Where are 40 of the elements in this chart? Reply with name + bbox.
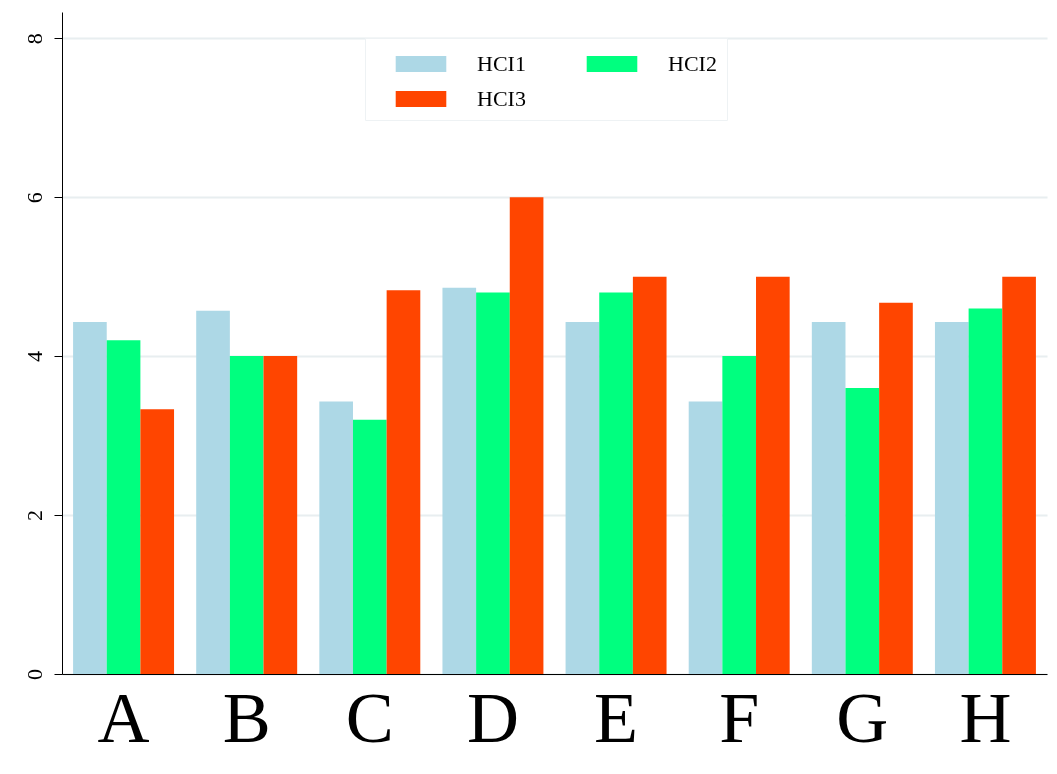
bar xyxy=(565,321,600,674)
y-tick-label: 0 xyxy=(21,669,47,680)
x-tick-label: C xyxy=(345,677,394,758)
legend-label: HCI1 xyxy=(477,51,526,76)
bar xyxy=(73,321,107,674)
bar xyxy=(386,290,421,674)
bar xyxy=(140,409,175,674)
bar xyxy=(632,276,667,674)
bar xyxy=(722,356,757,674)
bar xyxy=(811,321,846,674)
bar xyxy=(106,340,141,674)
legend-label: HCI3 xyxy=(477,86,526,111)
bar xyxy=(442,287,477,674)
x-tick-label: H xyxy=(959,677,1012,758)
bar xyxy=(319,401,353,674)
bar xyxy=(934,321,969,674)
bar xyxy=(688,401,723,674)
y-tick-label: 4 xyxy=(21,351,47,363)
x-tick-label: A xyxy=(97,677,150,758)
x-tick-label: E xyxy=(594,677,639,758)
x-tick-label: F xyxy=(719,677,760,758)
bar xyxy=(756,276,790,674)
bar xyxy=(879,302,913,674)
bar xyxy=(1002,276,1036,674)
y-tick-label: 2 xyxy=(21,510,47,522)
legend-label: HCI2 xyxy=(668,51,717,76)
x-tick-label: G xyxy=(836,677,889,758)
x-tick-label: D xyxy=(466,677,519,758)
y-tick-label: 6 xyxy=(21,192,47,204)
bar xyxy=(509,197,544,674)
bar xyxy=(476,292,510,674)
bar xyxy=(196,310,230,674)
bar xyxy=(352,419,387,674)
bar xyxy=(968,308,1003,674)
bar xyxy=(229,356,264,674)
y-tick-label: 8 xyxy=(21,33,47,45)
bar xyxy=(263,356,298,674)
bar xyxy=(845,387,880,674)
bar xyxy=(599,292,633,674)
x-tick-label: B xyxy=(222,677,271,758)
